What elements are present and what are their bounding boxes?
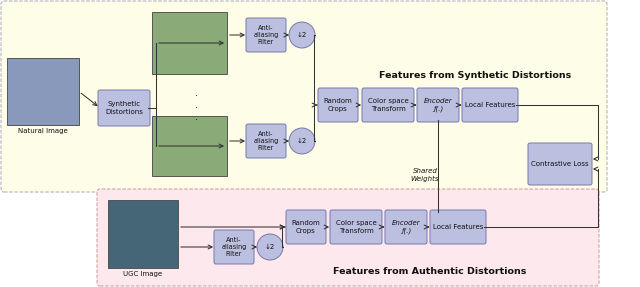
FancyBboxPatch shape bbox=[462, 88, 518, 122]
FancyBboxPatch shape bbox=[214, 230, 254, 264]
Text: Encoder
ƒ(.): Encoder ƒ(.) bbox=[424, 98, 452, 112]
Text: Random
Crops: Random Crops bbox=[292, 220, 321, 234]
Text: Encoder
ƒ(.): Encoder ƒ(.) bbox=[392, 220, 420, 234]
FancyBboxPatch shape bbox=[417, 88, 459, 122]
FancyBboxPatch shape bbox=[318, 88, 358, 122]
Text: Anti-
aliasing
Filter: Anti- aliasing Filter bbox=[221, 237, 246, 257]
Text: Local Features: Local Features bbox=[465, 102, 515, 108]
Text: ·
·
·: · · · bbox=[195, 91, 198, 125]
FancyBboxPatch shape bbox=[1, 1, 607, 192]
Text: Features from Authentic Distortions: Features from Authentic Distortions bbox=[333, 267, 527, 276]
Text: Features from Synthetic Distortions: Features from Synthetic Distortions bbox=[379, 71, 571, 80]
Text: Color space
Transform: Color space Transform bbox=[367, 98, 408, 112]
Text: ↓2: ↓2 bbox=[265, 244, 275, 250]
FancyBboxPatch shape bbox=[528, 143, 592, 185]
FancyBboxPatch shape bbox=[286, 210, 326, 244]
FancyBboxPatch shape bbox=[108, 200, 178, 268]
Text: UGC Image: UGC Image bbox=[124, 271, 163, 277]
FancyBboxPatch shape bbox=[330, 210, 382, 244]
Text: ↓2: ↓2 bbox=[297, 32, 307, 38]
Text: Natural Image: Natural Image bbox=[18, 128, 68, 134]
FancyBboxPatch shape bbox=[98, 90, 150, 126]
Ellipse shape bbox=[257, 234, 283, 260]
FancyBboxPatch shape bbox=[430, 210, 486, 244]
Text: Shared
Weights: Shared Weights bbox=[411, 168, 439, 182]
FancyBboxPatch shape bbox=[246, 124, 286, 158]
Ellipse shape bbox=[289, 128, 315, 154]
FancyBboxPatch shape bbox=[385, 210, 427, 244]
Text: Anti-
aliasing
Filter: Anti- aliasing Filter bbox=[253, 131, 278, 151]
Ellipse shape bbox=[289, 22, 315, 48]
FancyBboxPatch shape bbox=[97, 189, 599, 286]
Text: ↓2: ↓2 bbox=[297, 138, 307, 144]
FancyBboxPatch shape bbox=[362, 88, 414, 122]
Text: Local Features: Local Features bbox=[433, 224, 483, 230]
Text: Random
Crops: Random Crops bbox=[324, 98, 353, 112]
FancyBboxPatch shape bbox=[152, 12, 227, 74]
FancyBboxPatch shape bbox=[152, 116, 227, 176]
Text: Anti-
aliasing
Filter: Anti- aliasing Filter bbox=[253, 25, 278, 45]
Text: Synthetic
Distortions: Synthetic Distortions bbox=[105, 101, 143, 115]
FancyBboxPatch shape bbox=[246, 18, 286, 52]
FancyBboxPatch shape bbox=[7, 58, 79, 125]
Text: Contrastive Loss: Contrastive Loss bbox=[531, 161, 589, 167]
Text: Color space
Transform: Color space Transform bbox=[335, 220, 376, 234]
